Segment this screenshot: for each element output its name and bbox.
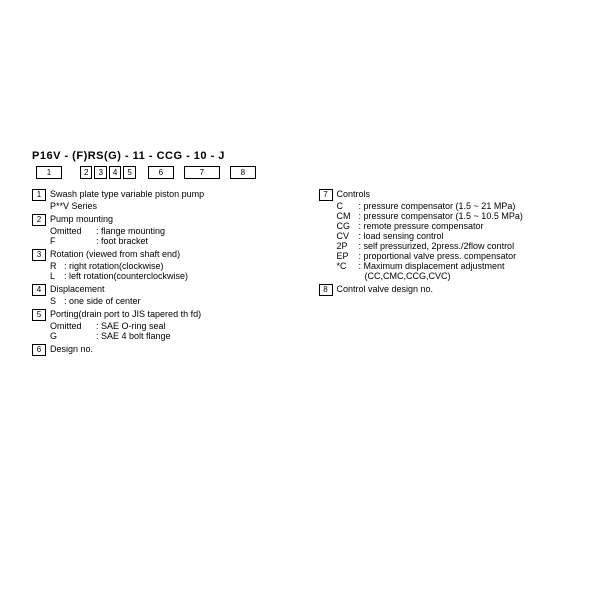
section-1: 1 Swash plate type variable piston pump … xyxy=(32,189,299,211)
section-title-3: Rotation (viewed from shaft end) xyxy=(50,249,180,259)
section-title-2: Pump mounting xyxy=(50,214,113,224)
pos-box-4: 4 xyxy=(109,166,121,179)
section-title-7: Controls xyxy=(337,189,371,199)
section-1-line: P**V Series xyxy=(50,201,299,211)
section-num-5: 5 xyxy=(32,309,46,321)
code: CG xyxy=(337,221,359,231)
desc: : load sensing control xyxy=(359,231,444,241)
code: G xyxy=(50,331,96,341)
section-6: 6 Design no. xyxy=(32,344,299,356)
desc: : remote pressure compensator xyxy=(359,221,484,231)
section-num-1: 1 xyxy=(32,189,46,201)
section-8: 8 Control valve design no. xyxy=(319,284,586,296)
code: EP xyxy=(337,251,359,261)
section-3: 3 Rotation (viewed from shaft end) R: ri… xyxy=(32,249,299,281)
desc: : pressure compensator (1.5 ~ 21 MPa) xyxy=(359,201,516,211)
pos-box-5: 5 xyxy=(123,166,135,179)
code: Omitted xyxy=(50,321,96,331)
section-title-6: Design no. xyxy=(50,344,93,354)
desc: : one side of center xyxy=(64,296,141,306)
right-column: 7 Controls C: pressure compensator (1.5 … xyxy=(319,189,586,359)
desc: : pressure compensator (1.5 ~ 10.5 MPa) xyxy=(359,211,523,221)
code: C xyxy=(337,201,359,211)
desc: : self pressurized, 2press./2flow contro… xyxy=(359,241,515,251)
section-4: 4 Displacement S: one side of center xyxy=(32,284,299,306)
section-title-4: Displacement xyxy=(50,284,105,294)
section-num-2: 2 xyxy=(32,214,46,226)
section-num-4: 4 xyxy=(32,284,46,296)
code: F xyxy=(50,236,96,246)
section-7: 7 Controls C: pressure compensator (1.5 … xyxy=(319,189,586,281)
desc: : right rotation(clockwise) xyxy=(64,261,164,271)
pos-box-8: 8 xyxy=(230,166,256,179)
code: S xyxy=(50,296,64,306)
position-boxes-row: 1 2 3 4 5 6 7 8 xyxy=(32,166,585,179)
desc: : Maximum displacement adjustment xyxy=(359,261,505,271)
section-num-3: 3 xyxy=(32,249,46,261)
pos-box-6: 6 xyxy=(148,166,174,179)
section-5: 5 Porting(drain port to JIS tapered th f… xyxy=(32,309,299,341)
desc: : left rotation(counterclockwise) xyxy=(64,271,188,281)
desc: : foot bracket xyxy=(96,236,148,246)
section-title-8: Control valve design no. xyxy=(337,284,434,294)
pos-box-2: 2 xyxy=(80,166,92,179)
code: L xyxy=(50,271,64,281)
pos-box-7: 7 xyxy=(184,166,220,179)
model-code: P16V - (F)RS(G) - 11 - CCG - 10 - J xyxy=(32,150,585,162)
section-num-8: 8 xyxy=(319,284,333,296)
section-num-7: 7 xyxy=(319,189,333,201)
desc: : SAE 4 bolt flange xyxy=(96,331,171,341)
section-num-6: 6 xyxy=(32,344,46,356)
code: CV xyxy=(337,231,359,241)
code: R xyxy=(50,261,64,271)
section-title-5: Porting(drain port to JIS tapered th fd) xyxy=(50,309,201,319)
code: CM xyxy=(337,211,359,221)
pos-box-3: 3 xyxy=(94,166,106,179)
code: *C xyxy=(337,261,359,271)
desc: : SAE O-ring seal xyxy=(96,321,166,331)
desc: : proportional valve press. compensator xyxy=(359,251,517,261)
desc: : flange mounting xyxy=(96,226,165,236)
left-column: 1 Swash plate type variable piston pump … xyxy=(32,189,299,359)
section-7-extra: (CC,CMC,CCG,CVC) xyxy=(365,271,586,281)
pos-box-1: 1 xyxy=(36,166,62,179)
code: Omitted xyxy=(50,226,96,236)
section-title-1: Swash plate type variable piston pump xyxy=(50,189,204,199)
section-2: 2 Pump mounting Omitted: flange mounting… xyxy=(32,214,299,246)
code: 2P xyxy=(337,241,359,251)
